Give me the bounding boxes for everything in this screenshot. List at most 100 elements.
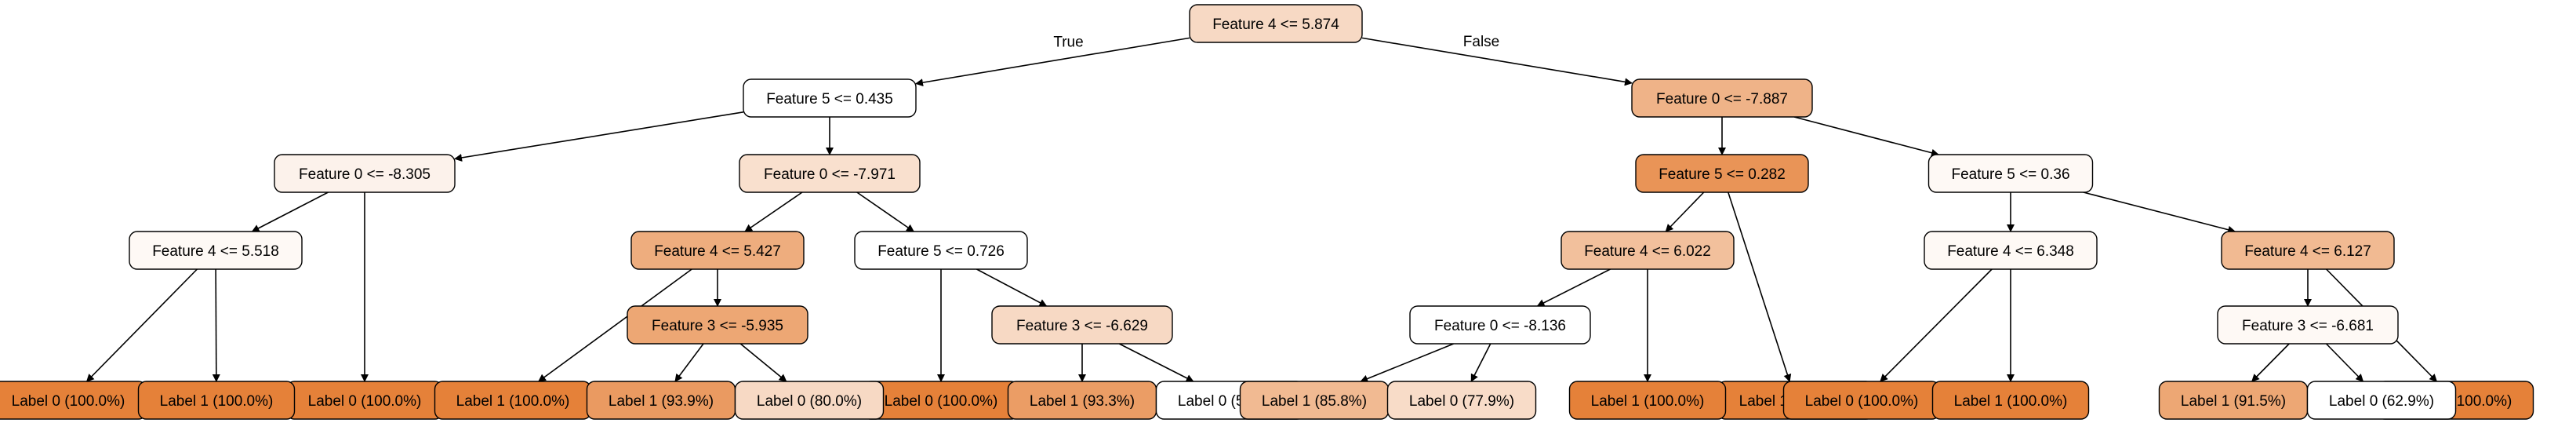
node-label: Feature 5 <= 0.435	[766, 91, 893, 108]
decision-node: Feature 3 <= -6.681	[2217, 305, 2399, 345]
tree-edge-n21-n32	[1470, 343, 1491, 382]
tree-edge-n6-n14	[2083, 191, 2236, 234]
edge-layer: True False	[85, 34, 2438, 383]
node-box	[1560, 231, 1735, 270]
decision-node: Feature 0 <= -7.887	[1631, 78, 1813, 118]
node-label: Label 0 (62.9%)	[2329, 393, 2434, 410]
tree-edge-n25-n34	[2325, 343, 2364, 382]
tree-edge-n5-n11	[1665, 191, 1705, 232]
node-box	[2221, 231, 2395, 270]
leaf-node: Label 0 (77.9%)	[1386, 381, 1537, 420]
node-label: Feature 4 <= 5.518	[152, 243, 279, 260]
node-layer: Feature 4 <= 5.874 Feature 5 <= 0.435 Feat…	[0, 4, 2534, 420]
node-box	[2217, 305, 2399, 345]
node-label: Feature 3 <= -6.681	[2242, 318, 2374, 334]
node-box	[1635, 154, 1809, 193]
tree-edge-n4-n9	[744, 191, 803, 232]
leaf-node: Label 1 (100.0%)	[434, 381, 592, 420]
decision-node: Feature 3 <= -5.935	[627, 305, 808, 345]
node-label: Label 0 (80.0%)	[757, 393, 862, 410]
node-box	[743, 78, 917, 118]
node-label: Label 0 (77.9%)	[1409, 393, 1514, 410]
leaf-node: Label 1 (100.0%)	[137, 381, 296, 420]
node-box	[137, 381, 296, 420]
node-label: Feature 5 <= 0.36	[1951, 166, 2069, 183]
decision-node: Feature 5 <= 0.282	[1635, 154, 1809, 193]
node-label: Feature 5 <= 0.282	[1659, 166, 1786, 183]
node-label: Feature 4 <= 6.022	[1584, 243, 1711, 260]
leaf-node: Label 1 (93.3%)	[1007, 381, 1157, 420]
decision-node: Feature 4 <= 5.427	[630, 231, 805, 270]
node-box	[2306, 381, 2457, 420]
node-box	[1409, 305, 1591, 345]
node-box	[630, 231, 805, 270]
tree-edge-n9-n17	[537, 268, 692, 382]
tree-edge-n18-n28	[739, 343, 787, 382]
leaf-node: Label 1 (91.5%)	[2158, 381, 2309, 420]
tree-edge-n0-n1	[915, 37, 1190, 87]
node-box	[991, 305, 1173, 345]
node-label: Label 0 (100.0%)	[885, 393, 998, 410]
edge-label-true: True	[1053, 35, 1083, 51]
node-label: Label 0 (100.0%)	[1805, 393, 1919, 410]
node-box	[1386, 381, 1537, 420]
decision-node: Feature 4 <= 5.874	[1189, 4, 1363, 43]
decision-node: Feature 5 <= 0.726	[854, 231, 1028, 270]
node-box	[1931, 381, 2090, 420]
decision-node: Feature 0 <= -8.305	[274, 154, 456, 193]
decision-node: Feature 0 <= -7.971	[739, 154, 921, 193]
tree-edge-n21-n31	[1360, 343, 1455, 383]
node-label: Label 1 (100.0%)	[456, 393, 570, 410]
tree-edge-n3-n7	[251, 191, 329, 232]
edge-label-false: False	[1463, 34, 1499, 50]
tree-edge-n10-n20	[976, 268, 1048, 307]
node-label: Label 1 (93.3%)	[1030, 393, 1135, 410]
node-box	[1924, 231, 2098, 270]
tree-edge-n1-n3	[454, 111, 744, 162]
node-label: Label 1 (85.8%)	[1262, 393, 1367, 410]
leaf-node: Label 0 (80.0%)	[734, 381, 885, 420]
tree-edge-n20-n30	[1118, 343, 1194, 382]
tree-edge-n13-n23	[1880, 268, 1993, 382]
node-label: Feature 0 <= -7.887	[1656, 91, 1788, 108]
node-box	[129, 231, 303, 270]
node-label: Label 1 (100.0%)	[160, 393, 274, 410]
decision-node: Feature 3 <= -6.629	[991, 305, 1173, 345]
tree-edge-n5-n12	[1728, 191, 1792, 382]
node-box	[274, 154, 456, 193]
decision-node: Feature 4 <= 6.127	[2221, 231, 2395, 270]
tree-edge-n0-n2	[1361, 37, 1633, 86]
decision-node: Feature 0 <= -8.136	[1409, 305, 1591, 345]
node-box	[739, 154, 921, 193]
node-box	[734, 381, 885, 420]
node-box	[854, 231, 1028, 270]
tree-edge-n7-n15	[85, 268, 198, 382]
node-label: Feature 4 <= 6.348	[1947, 243, 2074, 260]
node-label: Label 1 (100.0%)	[1591, 393, 1705, 410]
node-label: Feature 4 <= 5.427	[654, 243, 781, 260]
leaf-node: Label 0 (62.9%)	[2306, 381, 2457, 420]
node-label: Feature 4 <= 5.874	[1212, 16, 1339, 33]
leaf-node: Label 1 (100.0%)	[1931, 381, 2090, 420]
node-box	[1189, 4, 1363, 43]
leaf-node: Label 0 (100.0%)	[862, 381, 1020, 420]
leaf-node: Label 0 (100.0%)	[1782, 381, 1941, 420]
tree-edge-n2-n6	[1793, 116, 1939, 157]
node-label: Label 1 (91.5%)	[2181, 393, 2286, 410]
leaf-node: Label 1 (85.8%)	[1239, 381, 1390, 420]
node-label: Feature 0 <= -8.305	[299, 166, 431, 183]
node-label: Label 0 (100.0%)	[308, 393, 422, 410]
node-label: Label 0 (100.0%)	[12, 393, 125, 410]
node-label: Label 1 (100.0%)	[1954, 393, 2068, 410]
leaf-node: Label 0 (100.0%)	[0, 381, 147, 420]
leaf-node: Label 0 (100.0%)	[285, 381, 444, 420]
leaf-node: Label 1 (93.9%)	[586, 381, 736, 420]
tree-edge-n18-n27	[674, 343, 704, 382]
tree-edge-n11-n21	[1536, 268, 1611, 307]
node-label: Feature 4 <= 6.127	[2244, 243, 2371, 260]
node-label: Feature 5 <= 0.726	[877, 243, 1005, 260]
node-label: Feature 0 <= -8.136	[1434, 318, 1566, 334]
tree-edge-n25-n33	[2251, 343, 2290, 382]
leaf-node: Label 1 (100.0%)	[1568, 381, 1727, 420]
